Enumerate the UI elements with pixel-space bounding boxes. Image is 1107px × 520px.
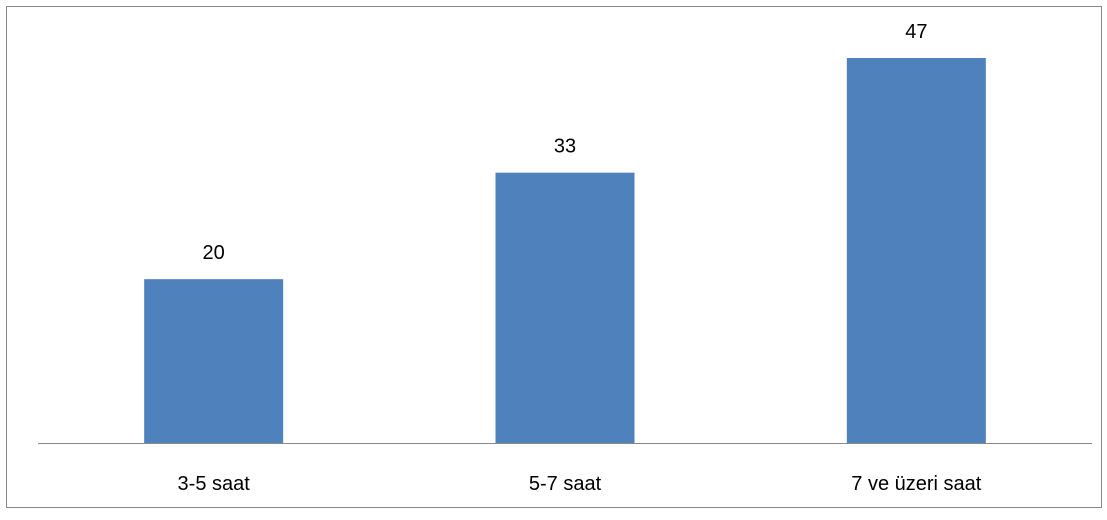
bar-1: [144, 279, 284, 443]
x-tick-label-2: 5-7 saat: [529, 473, 602, 495]
x-tick-label-3: 7 ve üzeri saat: [851, 473, 982, 495]
data-label-1: 20: [203, 242, 225, 264]
x-tick-label-1: 3-5 saat: [178, 473, 251, 495]
chart-frame: 20 33 47 3-5 saat 5-7 saat 7 ve üzeri saat: [6, 6, 1102, 508]
bar-3: [846, 58, 986, 443]
data-label-2: 33: [554, 136, 576, 158]
bars-group: [144, 58, 986, 443]
data-label-3: 47: [905, 21, 927, 43]
data-labels-group: 20 33 47: [203, 21, 928, 264]
bar-2: [495, 172, 635, 443]
x-tick-labels-group: 3-5 saat 5-7 saat 7 ve üzeri saat: [178, 473, 982, 495]
bar-chart: 20 33 47 3-5 saat 5-7 saat 7 ve üzeri saat: [38, 21, 1092, 495]
